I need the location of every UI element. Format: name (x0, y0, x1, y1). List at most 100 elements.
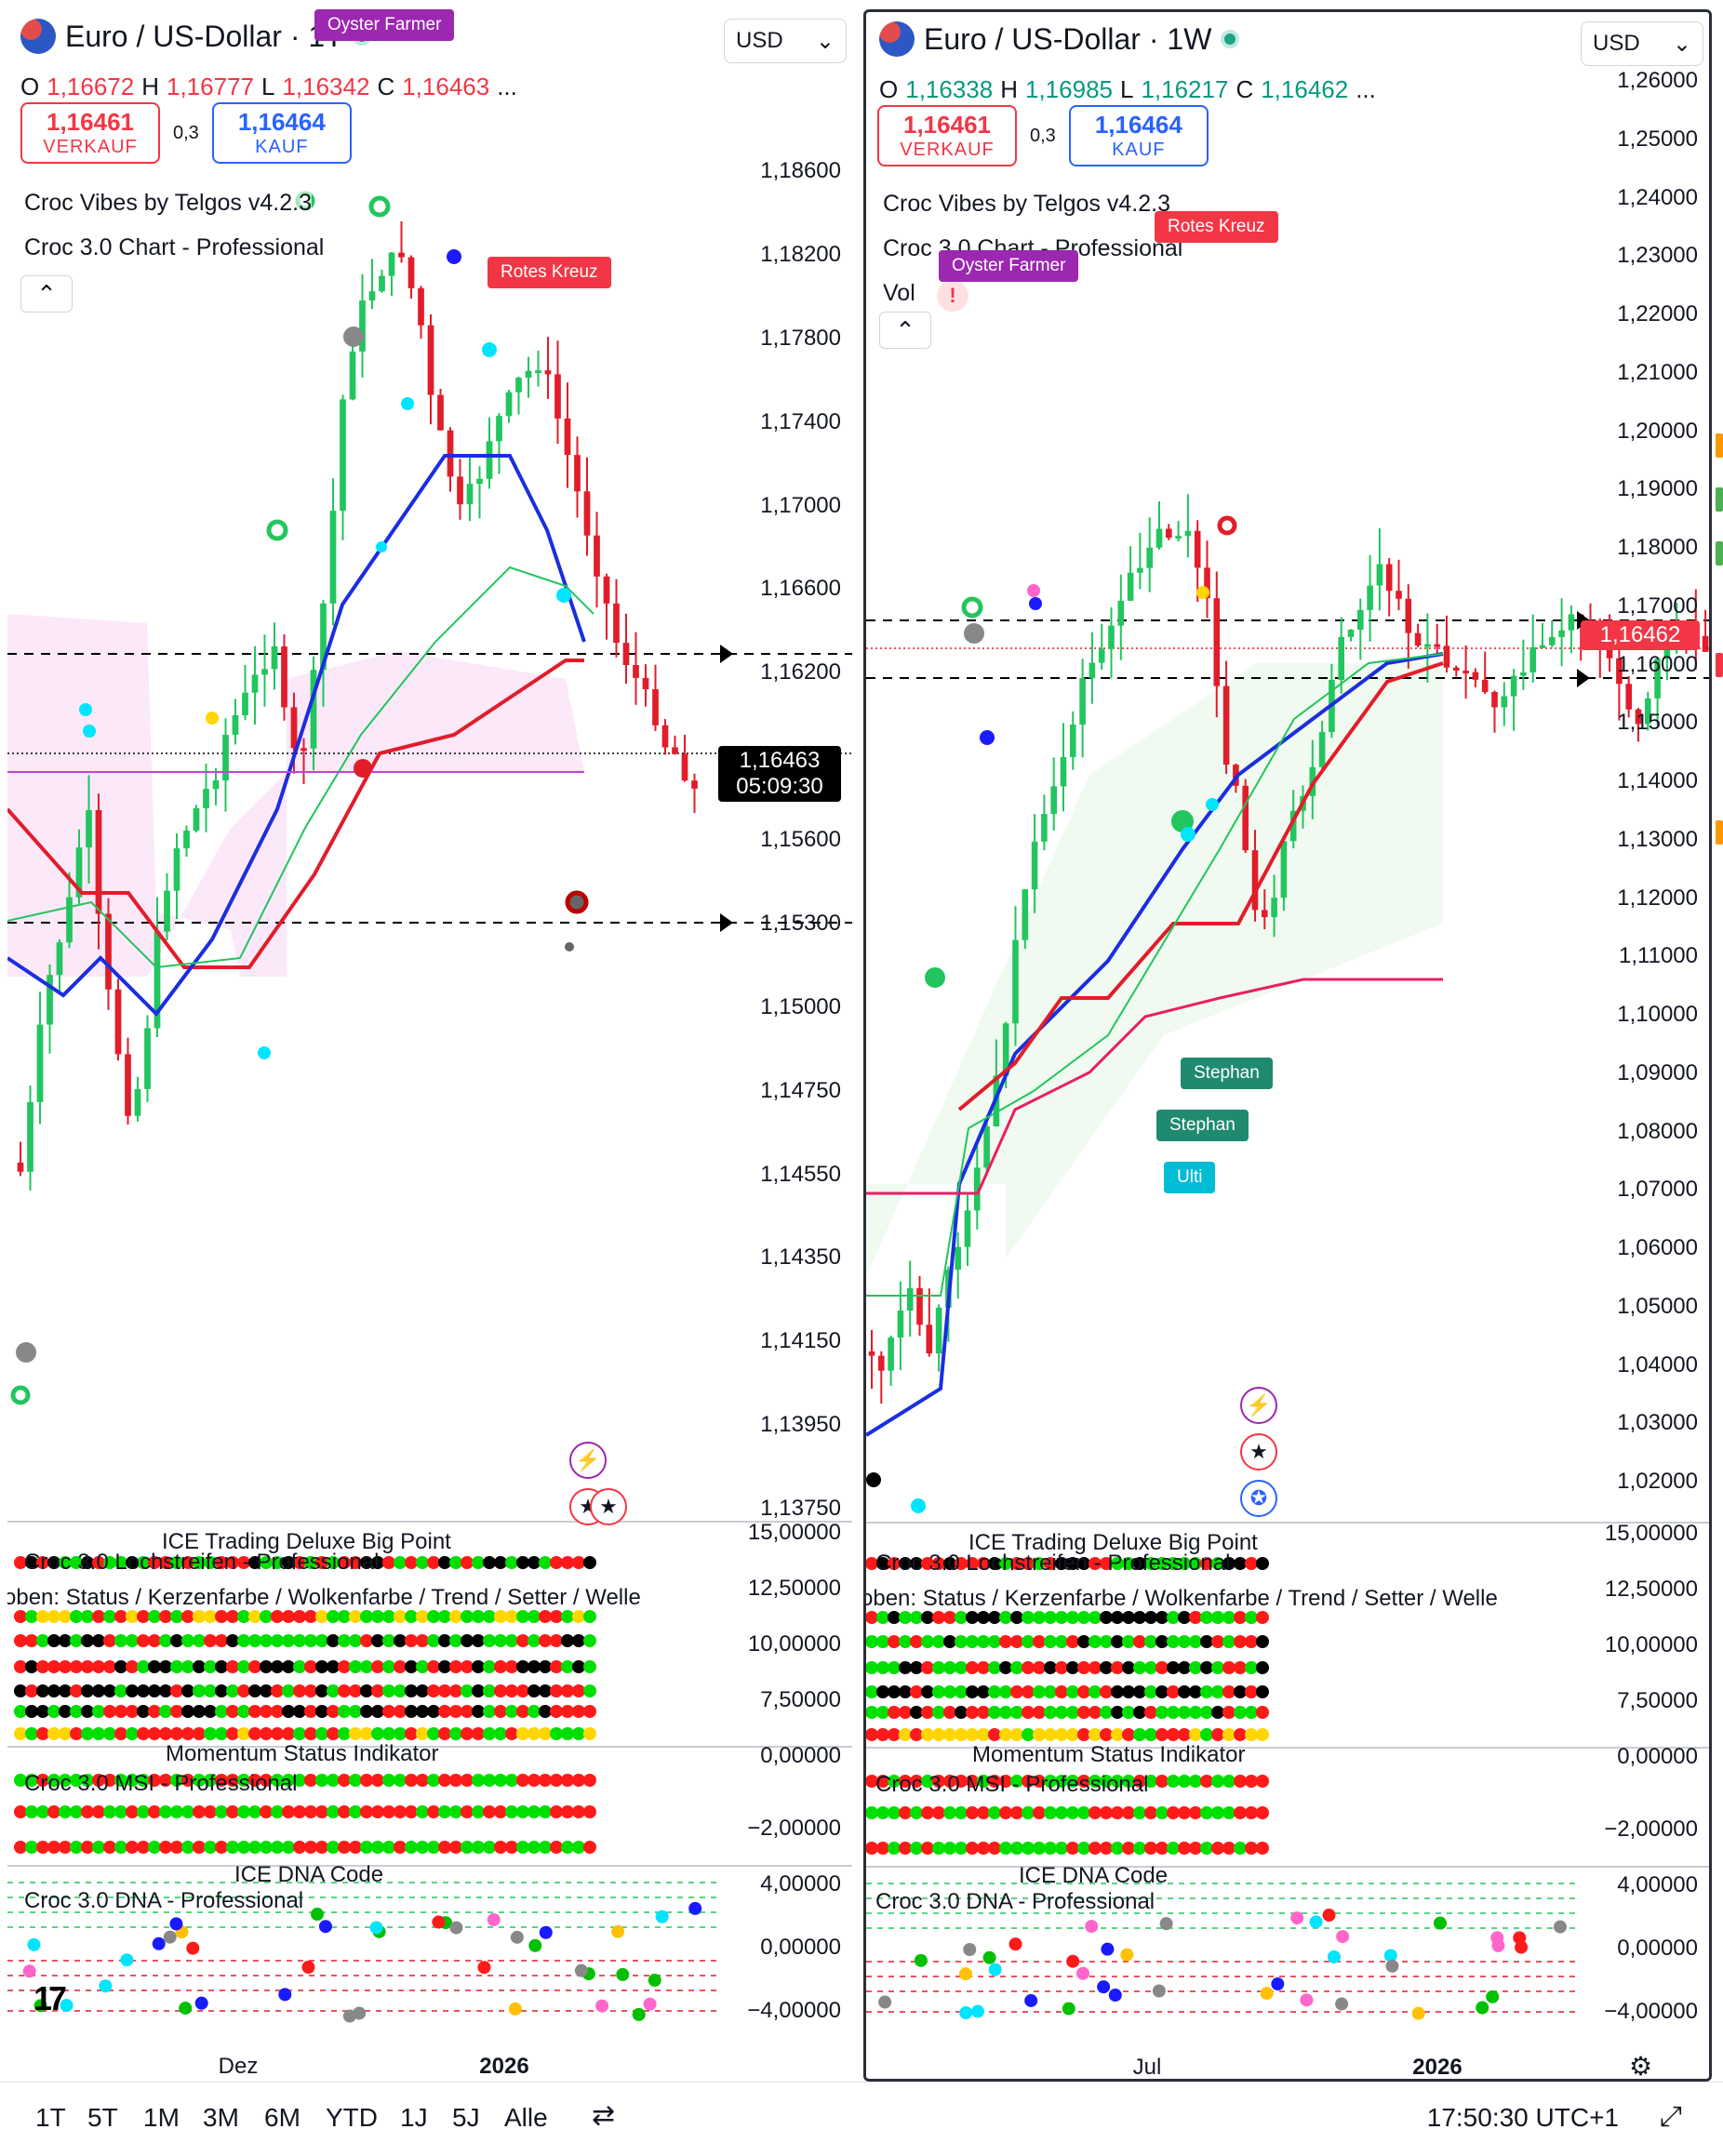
range-1j[interactable]: 1J (400, 2103, 428, 2132)
symbol-header[interactable]: Euro / US-Dollar · 1T (20, 19, 371, 54)
warning-icon[interactable]: ! (937, 280, 968, 312)
candle-body (1155, 528, 1163, 548)
x-label-2026: 2026 (479, 2054, 529, 2079)
us-flag-icon[interactable]: ★ (1240, 1433, 1277, 1471)
sub1-name[interactable]: Croc 3.0 Lochstreifen - Professional (875, 1550, 1231, 1576)
range-1t[interactable]: 1T (35, 2103, 66, 2132)
symbol-title[interactable]: Euro / US-Dollar · 1T (65, 19, 343, 53)
calendar-goto-icon[interactable]: ⇄ (592, 2100, 616, 2131)
strip-dot (349, 1610, 362, 1623)
sub3-name[interactable]: Croc 3.0 DNA - Professional (875, 1889, 1155, 1914)
strip-dot (505, 1841, 518, 1854)
strip-dot (876, 1806, 889, 1819)
strip-dot (226, 1705, 239, 1718)
price-tick: 1,15000 (760, 993, 841, 1019)
strip-dot (137, 1705, 150, 1718)
indicator-vol[interactable]: Vol (883, 280, 915, 307)
candle-body (1501, 696, 1508, 708)
price-tick: 1,13950 (760, 1412, 841, 1438)
strip-dot (943, 1661, 956, 1674)
weekly-chart-canvas[interactable] (866, 12, 1709, 2079)
tradingview-logo[interactable]: 17 (33, 1979, 67, 2017)
sub3-name[interactable]: Croc 3.0 DNA - Professional (24, 1888, 304, 1913)
collapse-legend-button[interactable]: ⌃ (20, 275, 73, 313)
chart-pane-daily[interactable]: Euro / US-Dollar · 1T Oyster Farmer USD ⌄… (7, 9, 852, 2082)
fullscreen-icon[interactable]: ⤢ (1660, 2101, 1682, 2132)
collapse-legend-button[interactable]: ⌃ (879, 312, 931, 349)
range-1m[interactable]: 1M (143, 2103, 180, 2132)
strip-dot (932, 1728, 945, 1741)
clock-timezone[interactable]: 17:50:30 UTC+1 (1426, 2103, 1619, 2132)
range-6m[interactable]: 6M (264, 2103, 301, 2132)
daily-chart-canvas[interactable] (7, 9, 852, 2082)
strip-dot (977, 1728, 990, 1741)
us-flag-icon-2[interactable]: ★ (590, 1488, 627, 1525)
price-tick: 1,12000 (1617, 885, 1698, 911)
price-tick: 1,16600 (760, 576, 841, 602)
strip-dot (338, 1727, 351, 1740)
flash-icon[interactable]: ⚡ (1240, 1387, 1277, 1424)
sell-button[interactable]: 1,16461 VERKAUF (20, 102, 160, 164)
eu-flag-icon[interactable]: ✪ (1240, 1480, 1277, 1517)
indicator-croc-vibes[interactable]: Croc Vibes by Telgos v4.2.3 (24, 190, 312, 217)
level-arrow (720, 913, 733, 932)
price-scale-weekly[interactable]: 1,26000 1,25000 1,24000 1,23000 1,22000 1,210… (1579, 12, 1709, 2077)
strip-dot (876, 1611, 889, 1624)
strip-dot (382, 1634, 395, 1647)
range-5j[interactable]: 5J (452, 2103, 480, 2132)
dna-dot (958, 1967, 972, 1981)
strip-dot (472, 1841, 485, 1854)
candle-body (916, 1288, 923, 1325)
sell-button[interactable]: 1,16461 VERKAUF (877, 105, 1017, 166)
strip-dot (14, 1610, 27, 1623)
strip-dot (866, 1775, 878, 1788)
signal-dot (368, 195, 391, 218)
chart-pane-weekly[interactable]: Euro / US-Dollar · 1W USD ⌄ O 1,16338 H 1,1… (863, 9, 1712, 2082)
gear-icon[interactable]: ⚙ (1629, 2052, 1653, 2081)
strip-dot (539, 1660, 552, 1673)
candle-body (525, 370, 532, 379)
symbol-title-weekly[interactable]: Euro / US-Dollar · 1W (924, 21, 1212, 56)
range-alle[interactable]: Alle (504, 2103, 548, 2132)
strip-dot (427, 1660, 440, 1673)
strip-dot (360, 1727, 373, 1740)
range-3m[interactable]: 3M (203, 2103, 239, 2132)
strip-dot (293, 1684, 306, 1697)
strip-dot (137, 1660, 150, 1673)
indicator-croc-chart[interactable]: Croc 3.0 Chart - Professional (24, 234, 325, 261)
close-value: 1,16463 (402, 73, 490, 100)
strip-dot (1066, 1635, 1079, 1648)
strip-dot (103, 1705, 116, 1718)
strip-dot (1178, 1775, 1191, 1788)
buy-button[interactable]: 1,16464 KAUF (211, 102, 352, 164)
strip-dot (193, 1556, 206, 1569)
price-tick: 1,06000 (1617, 1235, 1698, 1260)
sub1-name[interactable]: Croc 3.0 Lochstreifen - Professional (24, 1550, 380, 1575)
strip-dot (550, 1774, 563, 1787)
range-ytd[interactable]: YTD (326, 2103, 378, 2132)
strip-dot (572, 1634, 585, 1647)
ohlc-legend-weekly: O 1,16338 H 1,16985 L 1,16217 C 1,16462 ... (879, 75, 1376, 104)
strip-dot (932, 1842, 945, 1855)
price-scale[interactable]: 1,18600 1,18200 1,17800 1,17400 1,17000 1,166… (722, 9, 852, 2074)
sub2-name[interactable]: Croc 3.0 MSI - Professional (24, 1771, 298, 1796)
sub2-name[interactable]: Croc 3.0 MSI - Professional (875, 1772, 1149, 1797)
flash-icon[interactable]: ⚡ (569, 1442, 607, 1479)
sell-price: 1,16461 (903, 111, 991, 139)
symbol-header-weekly[interactable]: Euro / US-Dollar · 1W (879, 21, 1240, 57)
range-5t[interactable]: 5T (87, 2103, 118, 2132)
strip-dot (282, 1841, 295, 1854)
currency-select[interactable]: USD ⌄ (724, 19, 847, 63)
strip-dot (943, 1611, 956, 1624)
strip-dot (327, 1660, 340, 1673)
currency-select-weekly[interactable]: USD ⌄ (1581, 21, 1703, 66)
indicator-croc-vibes[interactable]: Croc Vibes by Telgos v4.2.3 (883, 191, 1170, 218)
strip-dot (260, 1634, 273, 1647)
strip-dot (271, 1727, 284, 1740)
candle-body (1520, 672, 1527, 676)
strip-dot (583, 1610, 596, 1623)
strip-dot (1200, 1635, 1213, 1648)
strip-dot (226, 1727, 239, 1740)
buy-button[interactable]: 1,16464 KAUF (1068, 105, 1209, 166)
strip-dot (1044, 1775, 1057, 1788)
